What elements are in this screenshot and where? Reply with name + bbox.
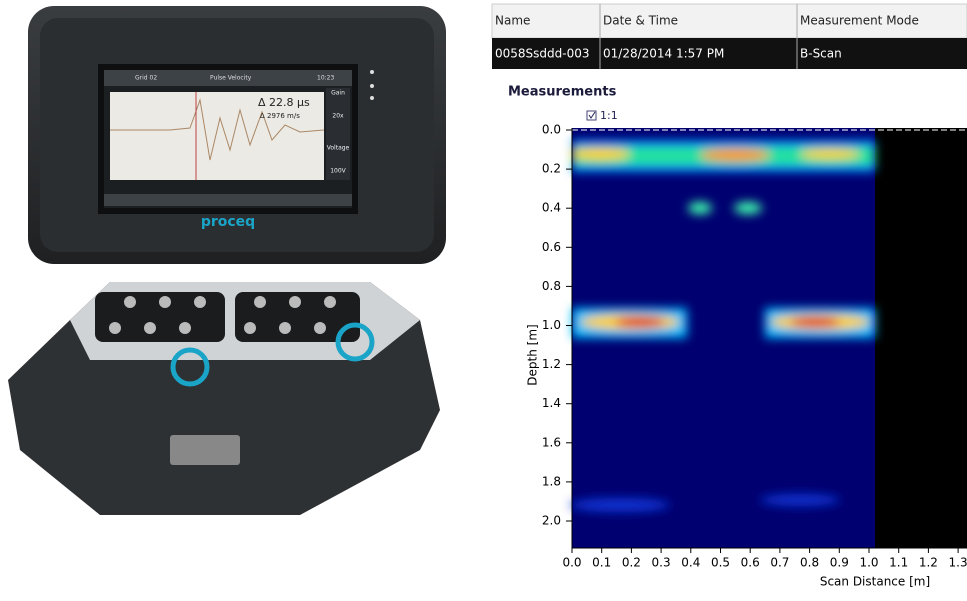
checkbox-label: 1:1 xyxy=(600,109,618,122)
cell: 01/28/2014 1:57 PM xyxy=(603,47,724,61)
screen-text: Pulse Velocity xyxy=(210,75,252,82)
y-tick-label: 1.2 xyxy=(542,357,561,371)
page: Grid 02 Pulse Velocity 10:23 Δ 22.8 µs Δ… xyxy=(0,0,967,597)
screen-text: 100V xyxy=(330,168,346,175)
x-tick-label: 0.0 xyxy=(562,556,581,570)
y-tick-label: 0.8 xyxy=(542,279,561,293)
column-header: Measurement Mode xyxy=(800,14,919,28)
y-tick-label: 0.4 xyxy=(542,201,561,215)
y-tick-label: 0.2 xyxy=(542,162,561,176)
y-tick-label: 1.0 xyxy=(542,318,561,332)
cell: 0058Ssddd-003 xyxy=(495,47,590,61)
device-photo: Grid 02 Pulse Velocity 10:23 Δ 22.8 µs Δ… xyxy=(28,6,446,264)
column-header: Date & Time xyxy=(603,14,678,28)
x-axis-label: Scan Distance [m] xyxy=(820,575,930,589)
brand: proceq xyxy=(201,214,255,230)
composite: Grid 02 Pulse Velocity 10:23 Δ 22.8 µs Δ… xyxy=(0,0,967,597)
x-tick-label: 0.6 xyxy=(741,556,760,570)
screen-text: Δ 2976 m/s xyxy=(260,112,300,120)
x-tick-label: 0.4 xyxy=(681,556,700,570)
pulser-photo xyxy=(8,282,440,515)
screen-text: Δ 22.8 µs xyxy=(258,96,310,109)
x-tick-label: 1.2 xyxy=(919,556,938,570)
cell: B-Scan xyxy=(800,47,842,61)
y-tick-label: 0.0 xyxy=(542,123,561,137)
x-tick-label: 0.8 xyxy=(800,556,819,570)
x-tick-label: 0.1 xyxy=(592,556,611,570)
y-tick-label: 1.4 xyxy=(542,396,561,410)
screen-text: Grid 02 xyxy=(135,75,157,82)
screen-text: Gain xyxy=(331,90,345,97)
y-tick-label: 1.6 xyxy=(542,435,561,449)
x-tick-label: 0.3 xyxy=(652,556,671,570)
panel-title: Measurements xyxy=(508,85,617,100)
y-tick-label: 2.0 xyxy=(542,514,561,528)
x-tick-label: 0.7 xyxy=(770,556,789,570)
y-axis-label: Depth [m] xyxy=(526,324,540,385)
x-tick-label: 1.1 xyxy=(889,556,908,570)
column-header: Name xyxy=(495,14,530,28)
x-tick-label: 0.5 xyxy=(711,556,730,570)
screen-text: 20x xyxy=(332,113,344,120)
bscan xyxy=(570,128,967,548)
screen-text: 10:23 xyxy=(317,75,334,82)
x-tick-label: 1.0 xyxy=(859,556,878,570)
x-tick-label: 0.2 xyxy=(622,556,641,570)
y-tick-label: 1.8 xyxy=(542,474,561,488)
y-tick-label: 0.6 xyxy=(542,240,561,254)
x-tick-label: 0.9 xyxy=(830,556,849,570)
x-tick-label: 1.3 xyxy=(949,556,967,570)
screen-text: Voltage xyxy=(327,145,350,152)
